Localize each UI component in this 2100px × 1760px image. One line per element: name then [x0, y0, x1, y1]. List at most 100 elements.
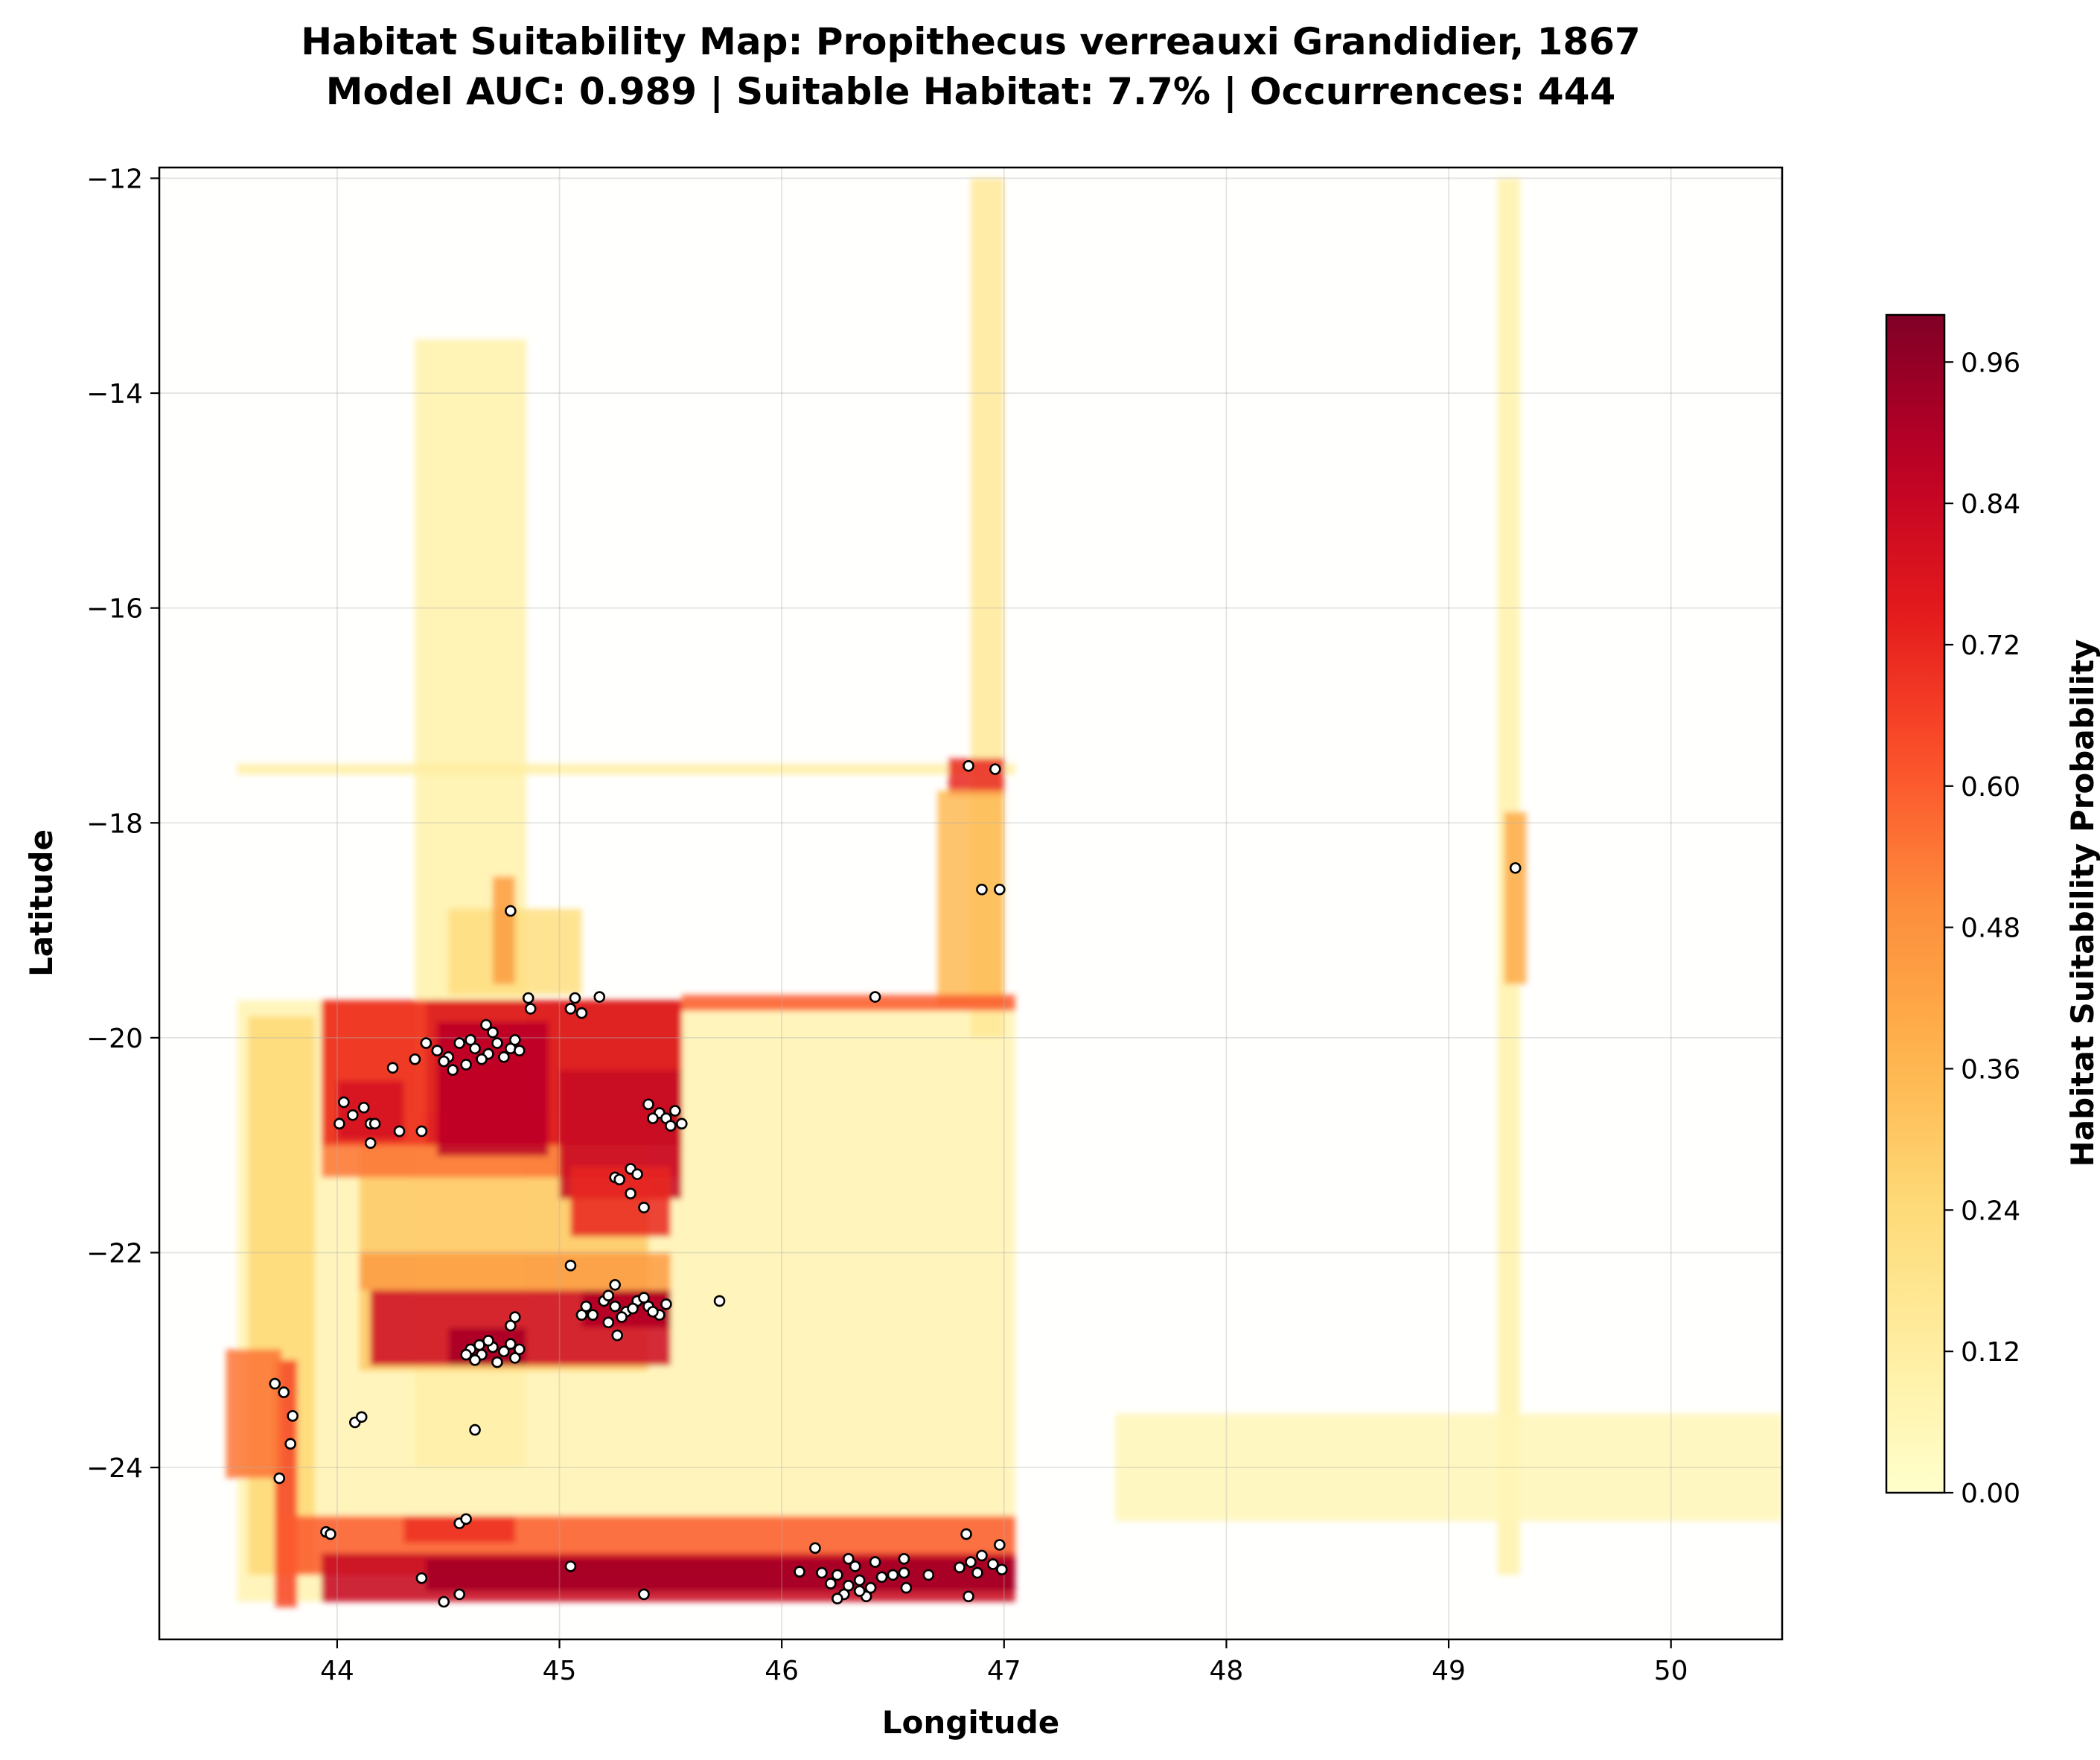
occurrence-point [487, 1026, 499, 1039]
occurrence-point [498, 1051, 510, 1063]
occurrence-point [898, 1552, 910, 1565]
occurrence-point [647, 1112, 659, 1124]
occurrence-point [832, 1569, 843, 1581]
colorbar-tick-label: 0.36 [1961, 1054, 2020, 1085]
occurrence-point [631, 1168, 643, 1180]
colorbar-tick-label: 0.84 [1961, 489, 2020, 520]
occurrence-point [469, 1423, 481, 1436]
occurrence-point [996, 1563, 1008, 1576]
suitability-region [1504, 812, 1527, 984]
occurrence-point [887, 1569, 899, 1581]
y-tick-label: −24 [86, 1453, 143, 1484]
occurrence-point [357, 1101, 370, 1114]
x-tick-label: 49 [1432, 1656, 1466, 1686]
suitability-heatmap [226, 178, 1782, 1607]
colorbar-tick-label: 0.60 [1961, 772, 2020, 803]
colorbar-tick-label: 0.72 [1961, 631, 2020, 661]
occurrence-point [869, 991, 881, 1003]
colorbar-fill [1885, 313, 1946, 1494]
occurrence-point [625, 1187, 636, 1199]
occurrence-point [611, 1329, 623, 1342]
occurrence-point [420, 1037, 433, 1049]
occurrence-point [409, 1053, 421, 1065]
occurrence-point [505, 905, 517, 917]
y-tick-label: −14 [86, 379, 143, 409]
suitability-region [1115, 1413, 1782, 1522]
occurrence-point [994, 1539, 1006, 1551]
occurrence-point [602, 1316, 615, 1329]
occurrence-point [564, 1003, 577, 1015]
occurrence-point [869, 1556, 881, 1568]
occurrence-point [287, 1410, 299, 1422]
occurrence-point [587, 1309, 599, 1321]
occurrence-point [491, 1037, 503, 1049]
occurrence-point [816, 1566, 828, 1579]
occurrence-point [849, 1560, 861, 1572]
suitability-region [937, 790, 1004, 1006]
occurrence-point [669, 1105, 681, 1117]
occurrence-point [575, 1309, 588, 1321]
occurrence-point [269, 1377, 281, 1390]
occurrence-point [325, 1528, 336, 1540]
occurrence-point [665, 1120, 677, 1132]
y-tick-label: −22 [86, 1238, 143, 1269]
x-axis-label: Longitude [882, 1704, 1060, 1741]
occurrence-point [480, 1018, 492, 1031]
occurrence-point [954, 1561, 966, 1574]
colorbar-ticks: 0.00 0.12 0.24 0.36 0.48 0.60 0.72 0.84 0.96 [1944, 348, 2020, 1509]
occurrence-point [509, 1033, 521, 1046]
occurrence-point [513, 1343, 526, 1356]
occurrence-point [593, 991, 606, 1003]
occurrence-point [842, 1552, 855, 1565]
y-axis-label: Latitude [23, 829, 60, 977]
x-tick-label: 50 [1654, 1656, 1688, 1686]
occurrence-point [513, 1045, 526, 1056]
occurrence-point [338, 1096, 350, 1109]
occurrence-point [963, 759, 974, 772]
occurrence-point [638, 1292, 650, 1304]
x-tick-label: 46 [765, 1656, 799, 1686]
occurrence-point [347, 1109, 359, 1121]
occurrence-point [469, 1042, 481, 1055]
occurrence-point [364, 1137, 377, 1150]
colorbar-tick-label: 0.96 [1961, 348, 2020, 378]
occurrence-point [616, 1311, 628, 1323]
occurrence-point [438, 1055, 450, 1068]
occurrence-point [1509, 862, 1522, 874]
suitability-region [237, 763, 1015, 775]
x-tick-label: 47 [987, 1656, 1021, 1686]
suitability-region [426, 1558, 1015, 1592]
occurrence-point [509, 1311, 521, 1323]
occurrence-point [575, 1007, 588, 1019]
suitability-region [492, 876, 515, 984]
occurrence-point [971, 1566, 983, 1579]
occurrence-point [853, 1585, 866, 1597]
occurrence-point [453, 1037, 465, 1049]
occurrence-point [675, 1117, 688, 1130]
occurrence-point [460, 1348, 472, 1361]
occurrence-point [284, 1438, 296, 1450]
y-tick-label: −18 [86, 809, 143, 839]
suitability-region [681, 995, 1015, 1011]
occurrence-point [498, 1345, 510, 1358]
occurrence-point [842, 1580, 855, 1592]
chart-subtitle: Model AUC: 0.989 | Suitable Habitat: 7.7… [326, 70, 1616, 113]
occurrence-point [898, 1566, 910, 1579]
x-tick-label: 45 [543, 1656, 577, 1686]
occurrence-point [647, 1306, 659, 1318]
occurrence-point [864, 1581, 877, 1594]
occurrence-point [368, 1117, 381, 1130]
occurrence-point [976, 1549, 988, 1562]
colorbar-tick-label: 0.12 [1961, 1337, 2020, 1368]
occurrence-point [431, 1045, 444, 1056]
occurrence-point [963, 1590, 974, 1603]
occurrence-point [491, 1356, 503, 1368]
occurrence-point [922, 1569, 935, 1581]
occurrence-point [278, 1386, 290, 1398]
occurrence-point [564, 1560, 577, 1572]
occurrence-point [438, 1595, 450, 1608]
colorbar-label: Habitat Suitability Probability [2064, 640, 2100, 1167]
occurrence-point [613, 1173, 625, 1186]
occurrence-point [900, 1581, 913, 1594]
